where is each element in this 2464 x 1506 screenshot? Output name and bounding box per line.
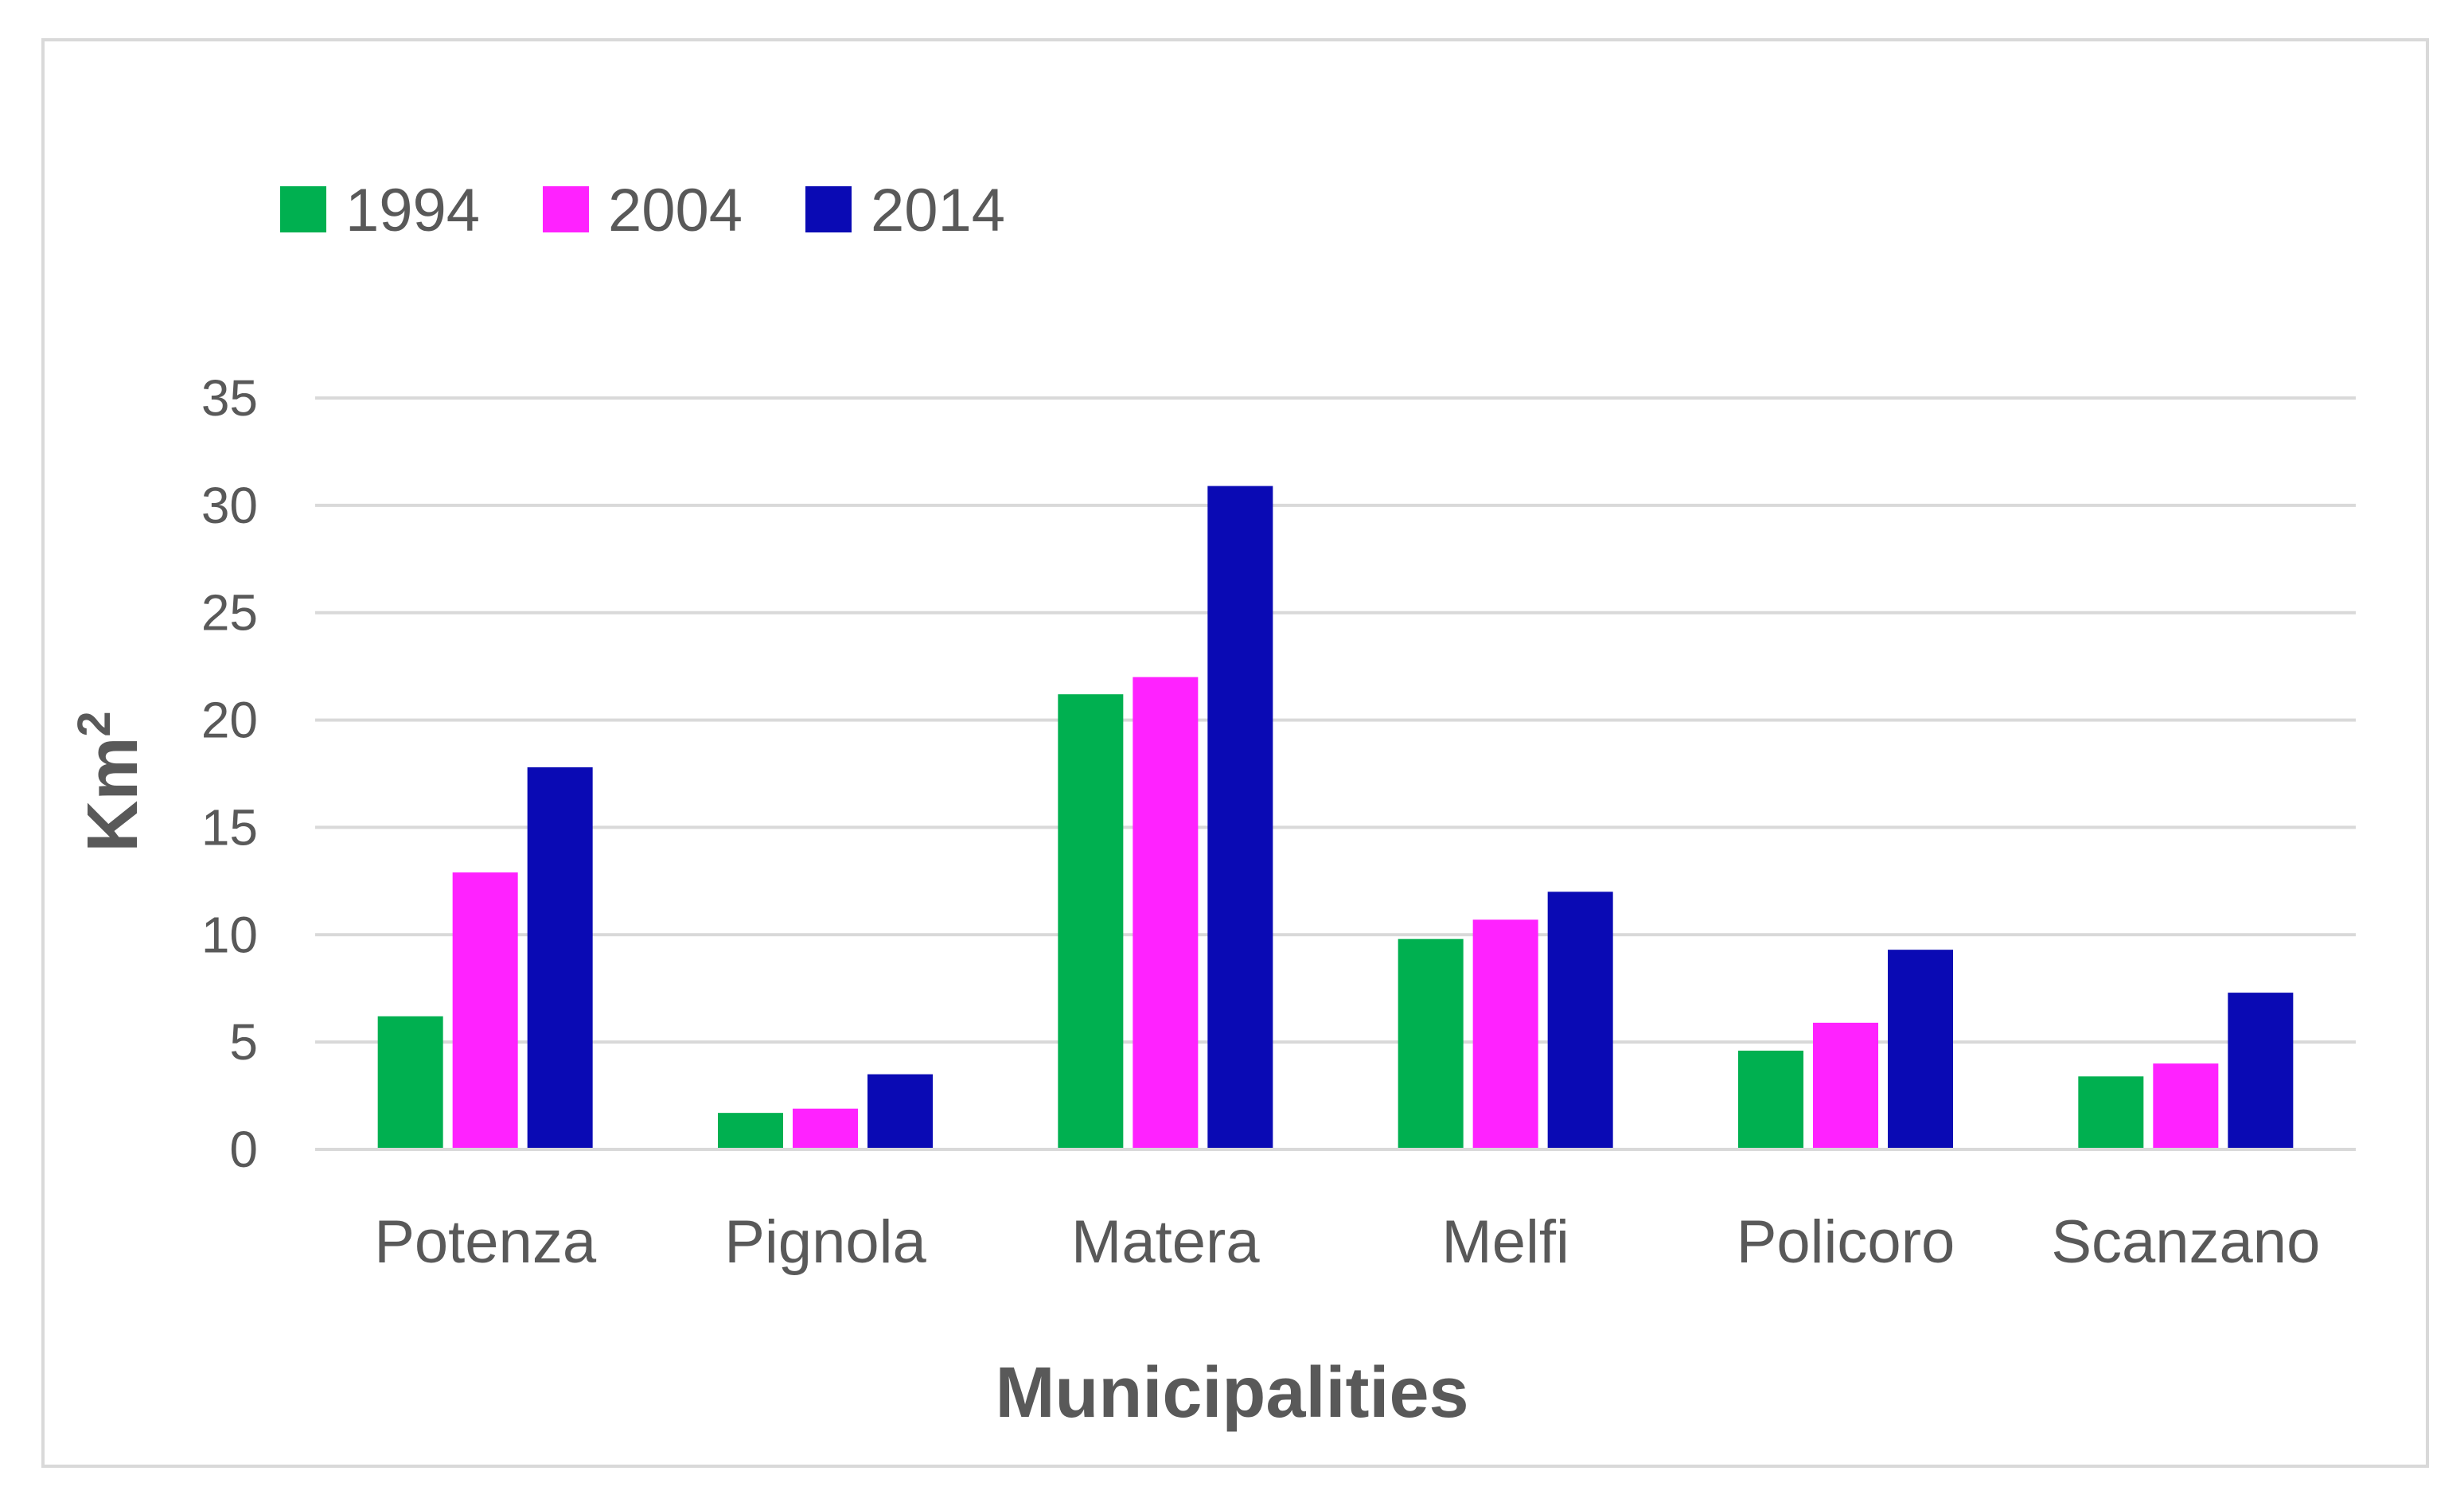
legend-swatch-1994 (280, 186, 326, 232)
bar-matera-2014 (1207, 486, 1273, 1149)
x-tick-label: Scanzano (2051, 1208, 2320, 1276)
y-tick-label: 0 (229, 1121, 258, 1178)
y-axis-title-superscript: 2 (68, 711, 120, 736)
bar-matera-2004 (1133, 677, 1199, 1149)
bar-pignola-2004 (793, 1108, 858, 1149)
x-tick-label: Policoro (1737, 1208, 1955, 1276)
bar-pignola-2014 (867, 1074, 933, 1149)
legend-swatch-2014 (805, 186, 852, 232)
y-axis-title-base: Km (73, 737, 153, 852)
bar-melfi-2014 (1547, 892, 1613, 1149)
y-tick-label: 20 (201, 692, 258, 749)
y-tick-label: 5 (229, 1013, 258, 1071)
bar-potenza-2014 (527, 767, 593, 1149)
legend-swatch-2004 (543, 186, 589, 232)
bar-melfi-1994 (1398, 938, 1464, 1149)
bar-potenza-2004 (452, 872, 518, 1149)
y-tick-label: 15 (201, 798, 258, 856)
x-tick-label: Pignola (724, 1208, 926, 1276)
legend: 1994 2004 2014 (280, 177, 1005, 244)
gridlines (315, 396, 2356, 1044)
bars (377, 486, 2294, 1149)
bar-policoro-2014 (1888, 950, 1953, 1149)
legend-label-1994: 1994 (345, 177, 480, 244)
y-tick-label: 35 (201, 369, 258, 427)
x-tick-label: Melfi (1441, 1208, 1569, 1276)
bar-scanzano-2014 (2228, 993, 2294, 1149)
bar-pignola-1994 (718, 1113, 783, 1149)
bar-scanzano-2004 (2153, 1063, 2219, 1149)
x-tick-label: Potenza (374, 1208, 597, 1276)
x-axis-title: Municipalities (995, 1353, 1468, 1433)
y-axis-title: Km2 (68, 711, 153, 852)
y-tick-label: 30 (201, 477, 258, 534)
bar-policoro-1994 (1738, 1050, 1803, 1149)
bar-scanzano-1994 (2078, 1076, 2144, 1149)
legend-label-2004: 2004 (608, 177, 743, 244)
bar-matera-1994 (1058, 694, 1124, 1149)
bar-policoro-2004 (1813, 1022, 1878, 1149)
x-tick-label: Matera (1071, 1208, 1260, 1276)
y-tick-label: 25 (201, 584, 258, 642)
x-axis-labels: Potenza Pignola Matera Melfi Policoro Scanzan… (374, 1208, 2320, 1276)
legend-label-2014: 2014 (871, 177, 1005, 244)
y-tick-label: 10 (201, 906, 258, 963)
y-axis-ticks: 0 5 10 15 20 25 30 35 (201, 369, 258, 1178)
bar-potenza-1994 (377, 1016, 443, 1149)
bar-melfi-2004 (1472, 919, 1538, 1149)
